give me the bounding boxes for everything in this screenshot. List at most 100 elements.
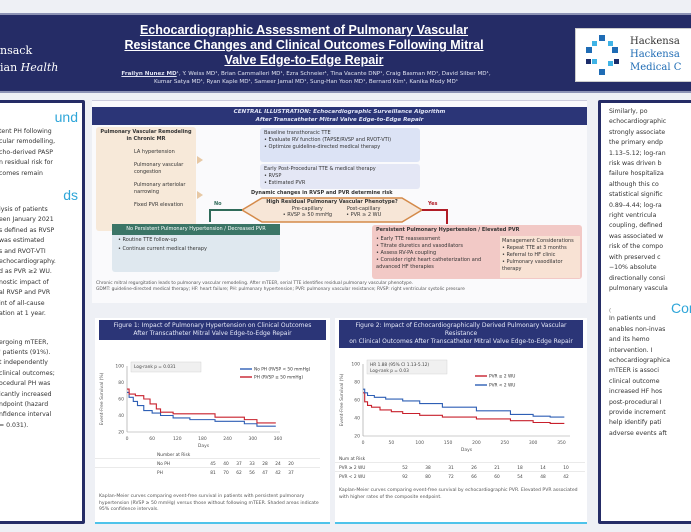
figure-1: Figure 1: Impact of Pulmonary Hypertensi… xyxy=(95,318,330,524)
central-title: CENTRAL ILLUSTRATION: Echocardiographic … xyxy=(233,109,446,115)
y-axis-label: Event-Free Survival (%) xyxy=(339,373,345,426)
text-line: een January 2021 xyxy=(0,216,54,224)
risk-row-label: PVR < 2 WU xyxy=(339,474,365,480)
risk-row-label: PH xyxy=(157,470,163,476)
x-tick-label: 240 xyxy=(223,436,232,442)
y-tick-label: 80 xyxy=(354,380,360,386)
figure-1-caption: Kaplan-Meier curves comparing event-free… xyxy=(99,494,319,512)
risk-count: 40 xyxy=(223,461,229,467)
risk-count: 45 xyxy=(210,461,216,467)
flow-text: • Pulmonary vasodilator therapy xyxy=(502,259,563,272)
central-footnotes: Chronic mitral regurgitation leads to pu… xyxy=(96,281,586,293)
risk-count: 26 xyxy=(471,465,477,471)
y-tick-label: 80 xyxy=(118,380,124,386)
author-list: Frailyn Nunez MD¹, Y. Weiss MD¹, Brian C… xyxy=(118,70,494,86)
risk-count: 20 xyxy=(288,461,294,467)
x-axis-label: Days xyxy=(198,443,210,449)
methods-text: lysis of patients een January 2021 s defin… xyxy=(0,205,78,319)
risk-count: 72 xyxy=(448,474,454,480)
risk-count: 47 xyxy=(262,470,268,476)
figure-2-title: Figure 2: Impact of Echocardiographicall… xyxy=(355,322,567,337)
poster-header: nsack ian Health Echocardiographic Asses… xyxy=(0,13,691,93)
risk-count: 14 xyxy=(540,465,546,471)
risk-row-label: No PH xyxy=(157,461,170,467)
text-line: and its hemo xyxy=(609,336,650,344)
dynamic-changes-label: Dynamic changes in RVSP and PVR determin… xyxy=(251,190,393,196)
text-line: int of all-cause xyxy=(0,299,45,307)
risk-count: 60 xyxy=(494,474,500,480)
risk-count: 54 xyxy=(517,474,523,480)
conclusion-heading: Con xyxy=(671,300,691,317)
text-line: comes remain xyxy=(0,169,43,177)
risk-count: 24 xyxy=(275,461,281,467)
x-tick-label: 150 xyxy=(444,440,453,446)
pvr-panel-title: Pulmonary Vascular Remodeling in Chronic… xyxy=(100,129,192,142)
yes-label: Yes xyxy=(428,201,438,207)
text-line: s defined as RVSP xyxy=(0,226,55,234)
y-tick-label: 60 xyxy=(118,397,124,403)
logo-line: Hackensa xyxy=(630,36,680,47)
figure-1-header: Figure 1: Impact of Pulmonary Hypertensi… xyxy=(99,320,326,340)
text-line: echocardiographic xyxy=(609,118,667,126)
footnote: Chronic mitral regurgitation leads to pu… xyxy=(96,281,414,286)
poster-title: Echocardiographic Assessment of Pulmonar… xyxy=(124,23,484,67)
text-line: directionally consi xyxy=(609,274,666,282)
x-tick-label: 250 xyxy=(500,440,509,446)
flow-text: • Referral to HF clinic xyxy=(502,252,556,258)
no-ph-item: • Continue current medical therapy xyxy=(118,246,207,252)
flow-text: Baseline transthoracic TTE xyxy=(264,130,331,136)
annotation-text: Log-rank p = 0.031 xyxy=(134,364,176,370)
text-line: help identify pati xyxy=(609,419,662,427)
text-line: pulmonary vascula xyxy=(609,284,668,292)
flow-text: LA hypertension xyxy=(134,149,175,155)
x-tick-label: 0 xyxy=(126,436,129,442)
no-ph-box: No Persistent Pulmonary Hypertension / D… xyxy=(112,224,280,272)
risk-count: 38 xyxy=(425,465,431,471)
risk-table-header: Num at Risk xyxy=(339,456,366,462)
text-line: echocardiographica xyxy=(609,356,671,364)
methods-heading: ds xyxy=(63,187,78,204)
flow-text: • Titrate diuretics and vasodilators xyxy=(376,243,463,249)
risk-count: 70 xyxy=(223,470,229,476)
legend-label: PH (RVSP ≥ 50 mmHg) xyxy=(254,375,303,381)
logo-line: Medical C xyxy=(630,62,682,73)
text-line: statistical signific xyxy=(609,191,663,199)
risk-count: 48 xyxy=(540,474,546,480)
persistent-ph-box: Persistent Pulmonary Hypertension / Elev… xyxy=(372,225,582,279)
y-tick-label: 40 xyxy=(118,413,124,419)
flow-text: • Optimize guideline-directed medical th… xyxy=(264,144,381,150)
baseline-list: Baseline transthoracic TTE • Evaluate RV … xyxy=(264,130,416,151)
y-tick-label: 20 xyxy=(354,434,360,440)
left-institution-logo: nsack ian Health xyxy=(0,42,58,76)
text-line: nostic impact of xyxy=(0,278,49,286)
background-heading: und xyxy=(54,109,78,125)
annotation-box xyxy=(366,359,448,375)
figure-1-title: Figure 1: Impact of Pulmonary Hypertensi… xyxy=(113,322,312,329)
risk-count: 52 xyxy=(402,465,408,471)
no-ph-title: No Persistent Pulmonary Hypertension / D… xyxy=(112,224,280,235)
text-line: although this co xyxy=(609,180,659,188)
flow-text: Pre-capillary xyxy=(291,205,323,212)
text-line: the primary endp xyxy=(609,139,663,147)
figure-1-subtitle: After Transcatheter Mitral Valve Edge-to… xyxy=(133,330,292,337)
decision-text: High Residual Pulmonary Vascular Phenoty… xyxy=(258,198,406,220)
text-line: cular remodelling, xyxy=(0,138,56,146)
flow-text: • PVR ≥ 2 WU xyxy=(346,212,382,218)
baseline-tte-box: Baseline transthoracic TTE • Evaluate RV … xyxy=(260,128,420,162)
text-line: risk of the compo xyxy=(609,243,664,251)
central-illustration: CENTRAL ILLUSTRATION: Echocardiographic … xyxy=(92,100,587,303)
x-tick-label: 180 xyxy=(198,436,207,442)
text-line: t independently xyxy=(0,359,48,367)
logo-text: Hackensa Hackensa Medical C xyxy=(630,35,681,74)
x-tick-label: 350 xyxy=(557,440,566,446)
risk-count: 80 xyxy=(425,474,431,480)
x-tick-label: 100 xyxy=(415,440,424,446)
yesitems-list: • Early TTE reassessment • Titrate diuret… xyxy=(372,236,498,271)
conclusion-text: In patients und enables non-invas and its … xyxy=(609,314,691,439)
x-tick-label: 120 xyxy=(173,436,182,442)
flow-text: Early Post-Procedural TTE & medical ther… xyxy=(264,166,376,172)
text-line: provide increment xyxy=(609,408,666,416)
first-author: Frailyn Nunez MD xyxy=(121,71,177,77)
text-line: ndpoint (hazard xyxy=(0,400,49,408)
text-line: d as PVR ≥2 WU. xyxy=(0,268,52,276)
